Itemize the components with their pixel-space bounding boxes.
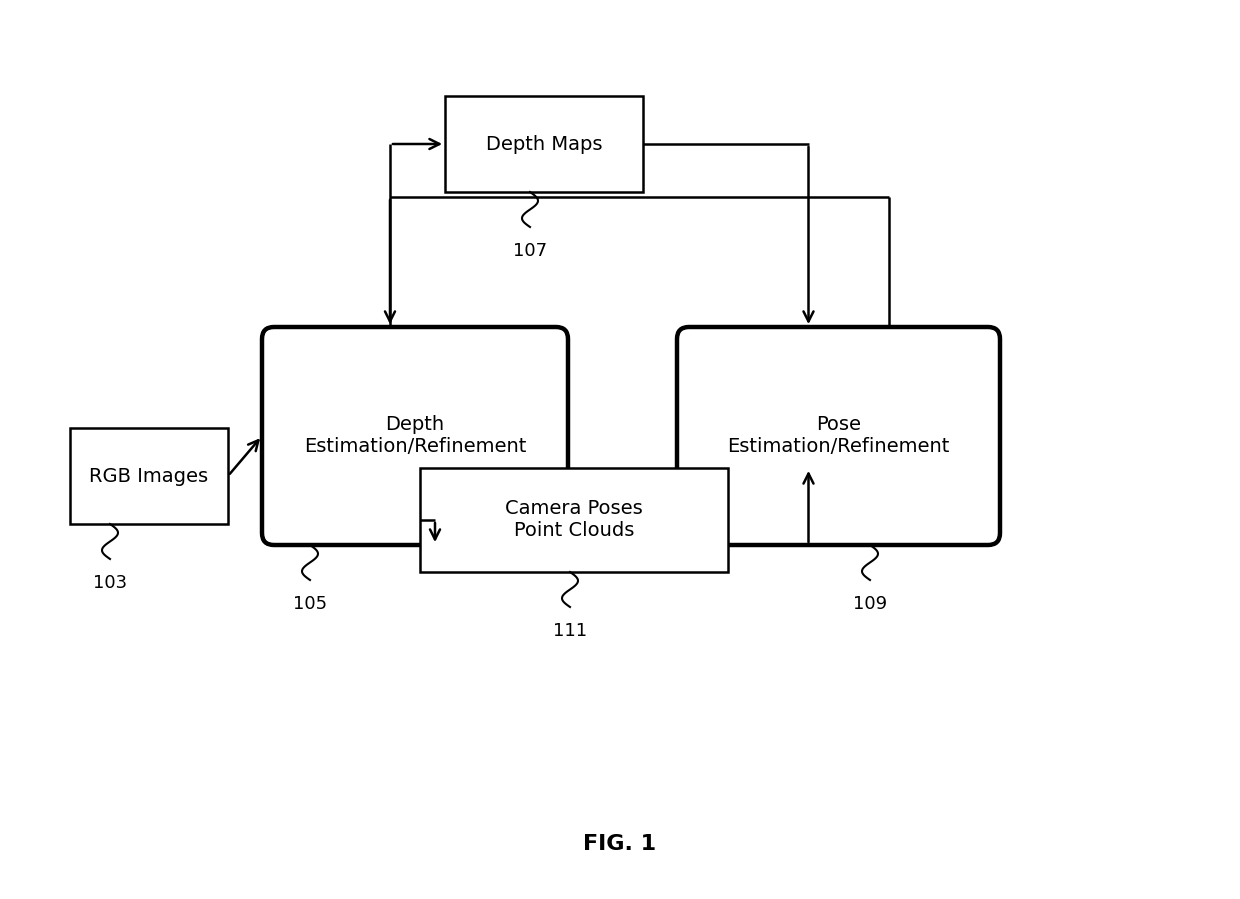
Text: Depth Maps: Depth Maps (486, 135, 603, 154)
Text: RGB Images: RGB Images (89, 467, 208, 485)
Text: 105: 105 (293, 595, 327, 613)
FancyBboxPatch shape (262, 327, 568, 545)
Text: Pose
Estimation/Refinement: Pose Estimation/Refinement (728, 415, 950, 457)
Text: 109: 109 (853, 595, 887, 613)
Text: FIG. 1: FIG. 1 (584, 834, 656, 854)
Bar (420, 468, 728, 572)
Bar (69, 428, 228, 524)
Text: 107: 107 (513, 242, 547, 260)
Text: Camera Poses
Point Clouds: Camera Poses Point Clouds (505, 500, 642, 540)
Text: 103: 103 (93, 574, 126, 592)
Text: 111: 111 (553, 622, 587, 640)
Text: Depth
Estimation/Refinement: Depth Estimation/Refinement (304, 415, 526, 457)
Bar (445, 96, 644, 192)
FancyBboxPatch shape (677, 327, 999, 545)
